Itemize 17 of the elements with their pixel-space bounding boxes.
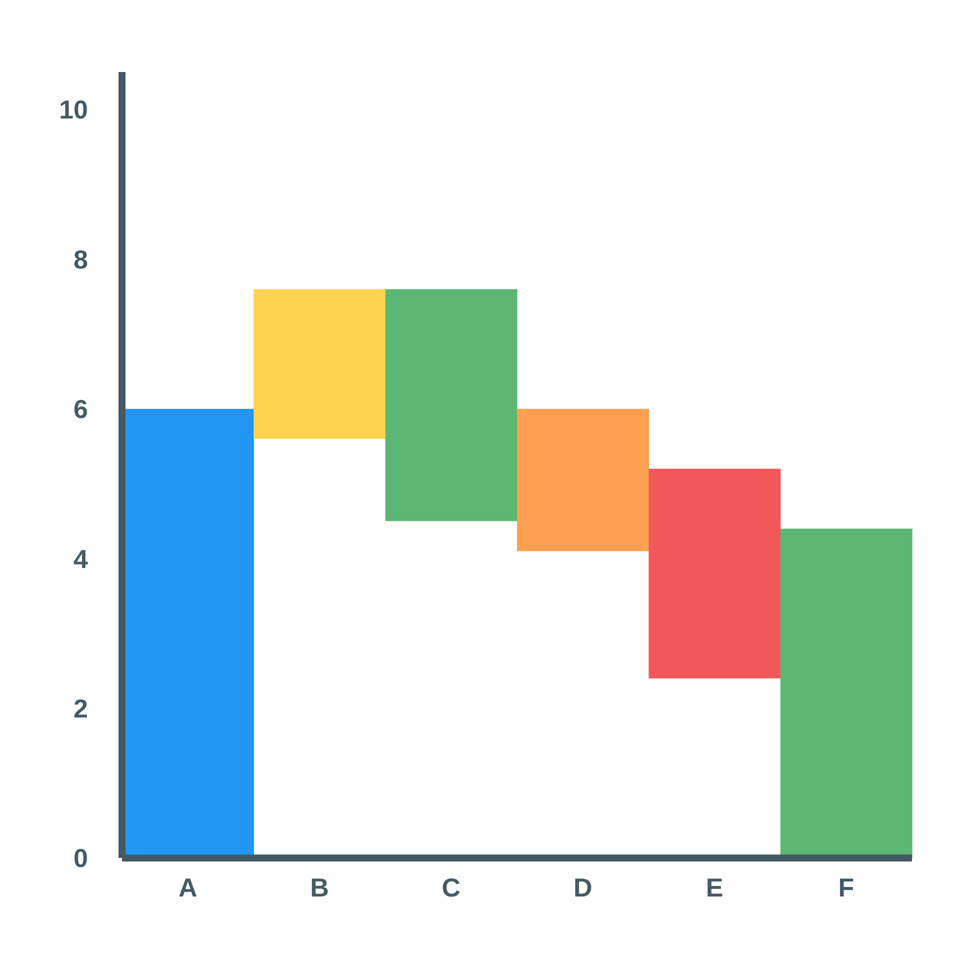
x-tick-label: D [573, 872, 592, 902]
y-tick-label: 0 [74, 843, 88, 874]
y-tick-label: 4 [74, 544, 89, 574]
x-tick-label: F [838, 872, 854, 902]
y-tick-label: 8 [74, 244, 88, 274]
bar [780, 528, 912, 858]
y-tick-label: 10 [59, 94, 88, 125]
bar [648, 468, 781, 678]
x-tick-label: C [442, 872, 461, 902]
x-tick-label: A [178, 872, 198, 902]
x-tick-label: B [310, 872, 329, 902]
bar [517, 408, 649, 552]
y-tick-label: 6 [74, 394, 88, 424]
y-tick-label: 2 [74, 694, 88, 724]
bar [385, 289, 518, 522]
bar [254, 289, 386, 439]
x-tick-label: E [706, 872, 724, 902]
